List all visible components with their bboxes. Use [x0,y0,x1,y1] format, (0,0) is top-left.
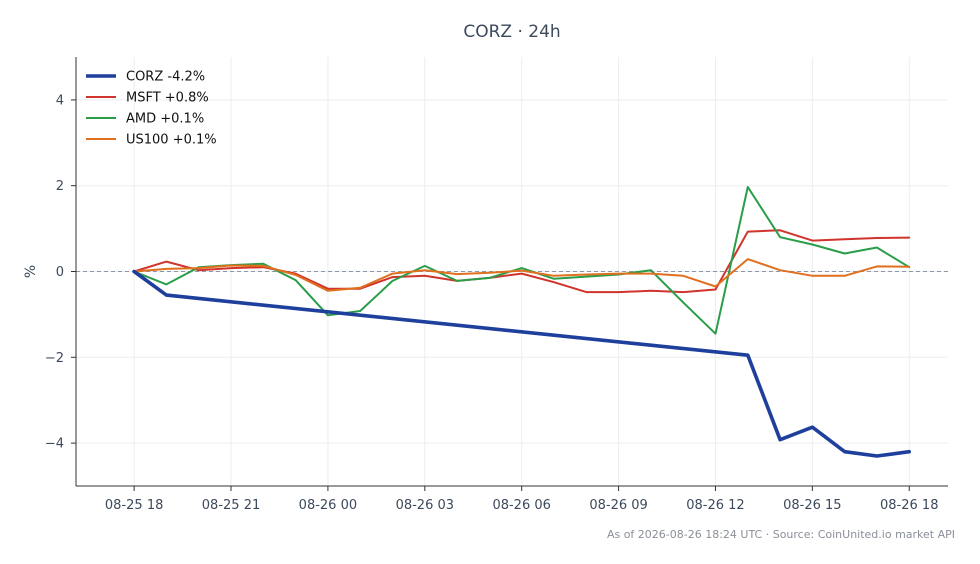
x-tick-label: 08-26 15 [783,498,841,513]
series-lines [132,186,912,458]
x-tick-label: 08-26 18 [880,498,938,513]
series-line-3 [133,258,911,292]
x-tick-label: 08-25 21 [202,498,260,513]
series-line-0 [132,269,912,458]
series-line-2 [133,186,911,335]
y-tick-label: −2 [45,351,64,366]
y-tick-label: 0 [56,265,64,280]
axes: 08-25 18 08-25 21 08-26 00 08-26 03 08-26 06… [23,57,948,513]
grid [76,57,948,486]
x-tick-label: 08-26 06 [492,498,550,513]
source-footer: As of 2026-08-26 18:24 UTC · Source: Coi… [607,528,955,541]
x-tick-label: 08-25 18 [105,498,163,513]
legend-label: MSFT +0.8% [126,91,209,106]
legend-label: US100 +0.1% [126,133,217,148]
chart-title: CORZ · 24h [463,22,560,42]
x-tick-label: 08-26 03 [396,498,454,513]
x-tick-label: 08-26 09 [589,498,647,513]
x-tick-label: 08-26 12 [686,498,744,513]
y-tick-label: 2 [56,179,64,194]
legend: CORZ -4.2% MSFT +0.8% AMD +0.1% US100 +0.1% [86,70,217,148]
x-tick-label: 08-26 00 [299,498,357,513]
series-line-1 [133,229,911,294]
y-tick-label: −4 [45,437,64,452]
y-axis-label: % [23,265,39,278]
legend-label: CORZ -4.2% [126,70,205,85]
legend-label: AMD +0.1% [126,112,204,127]
y-tick-label: 4 [56,93,64,108]
